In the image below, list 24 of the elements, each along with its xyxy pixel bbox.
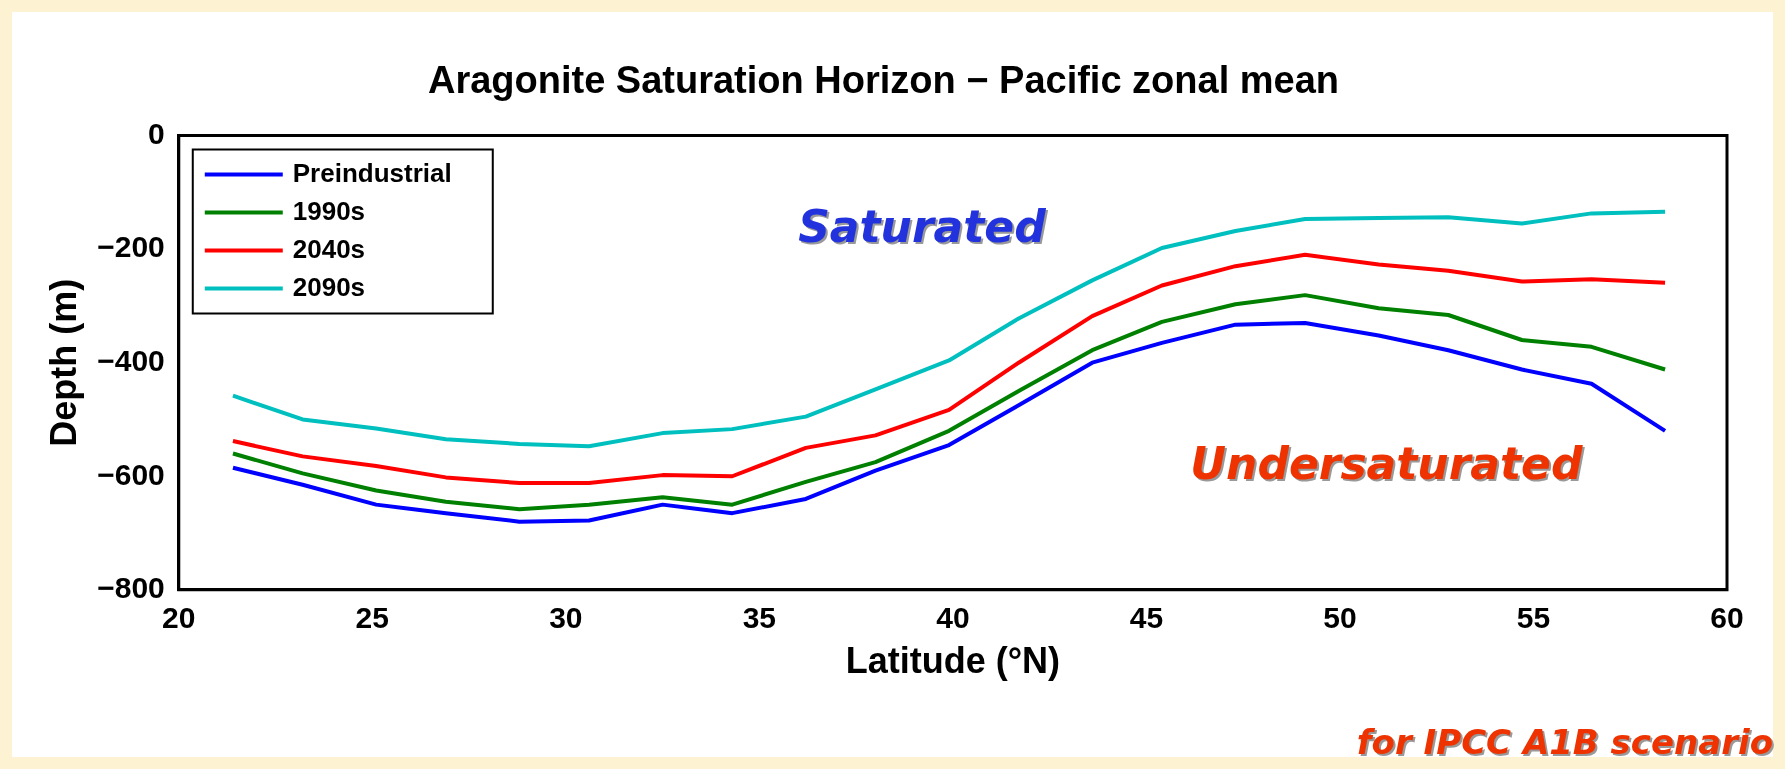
legend-label: 2040s [292,233,366,264]
x-axis-title: Latitude (°N) [845,640,1061,682]
y-tick-label: −800 [97,571,165,605]
legend-label: 1990s [292,195,366,226]
x-tick-label: 25 [355,601,389,635]
x-tick-label: 55 [1516,601,1551,635]
y-tick-label: −600 [97,457,165,491]
x-tick-label: 30 [549,601,583,635]
chart-title: Aragonite Saturation Horizon − Pacific zonal mean [427,59,1340,102]
x-tick-label: 35 [742,601,777,635]
y-axis-title: Depth (m) [42,278,84,447]
annotation: Undersaturated [1192,439,1585,491]
x-tick-label: 50 [1323,601,1357,635]
text: for IPCC A1B scenario [1356,721,1773,762]
x-tick-label: 60 [1710,601,1744,635]
x-tick-label: 20 [162,601,196,635]
y-tick-label: −200 [97,230,165,264]
y-tick-label: −400 [97,343,165,377]
annotation: Saturated [800,203,1049,255]
y-tick-label: 0 [148,116,165,150]
legend-label: Preindustrial [292,157,452,188]
x-tick-label: 45 [1129,601,1164,635]
x-tick-label: 40 [936,601,970,635]
legend-label: 2090s [292,271,366,302]
